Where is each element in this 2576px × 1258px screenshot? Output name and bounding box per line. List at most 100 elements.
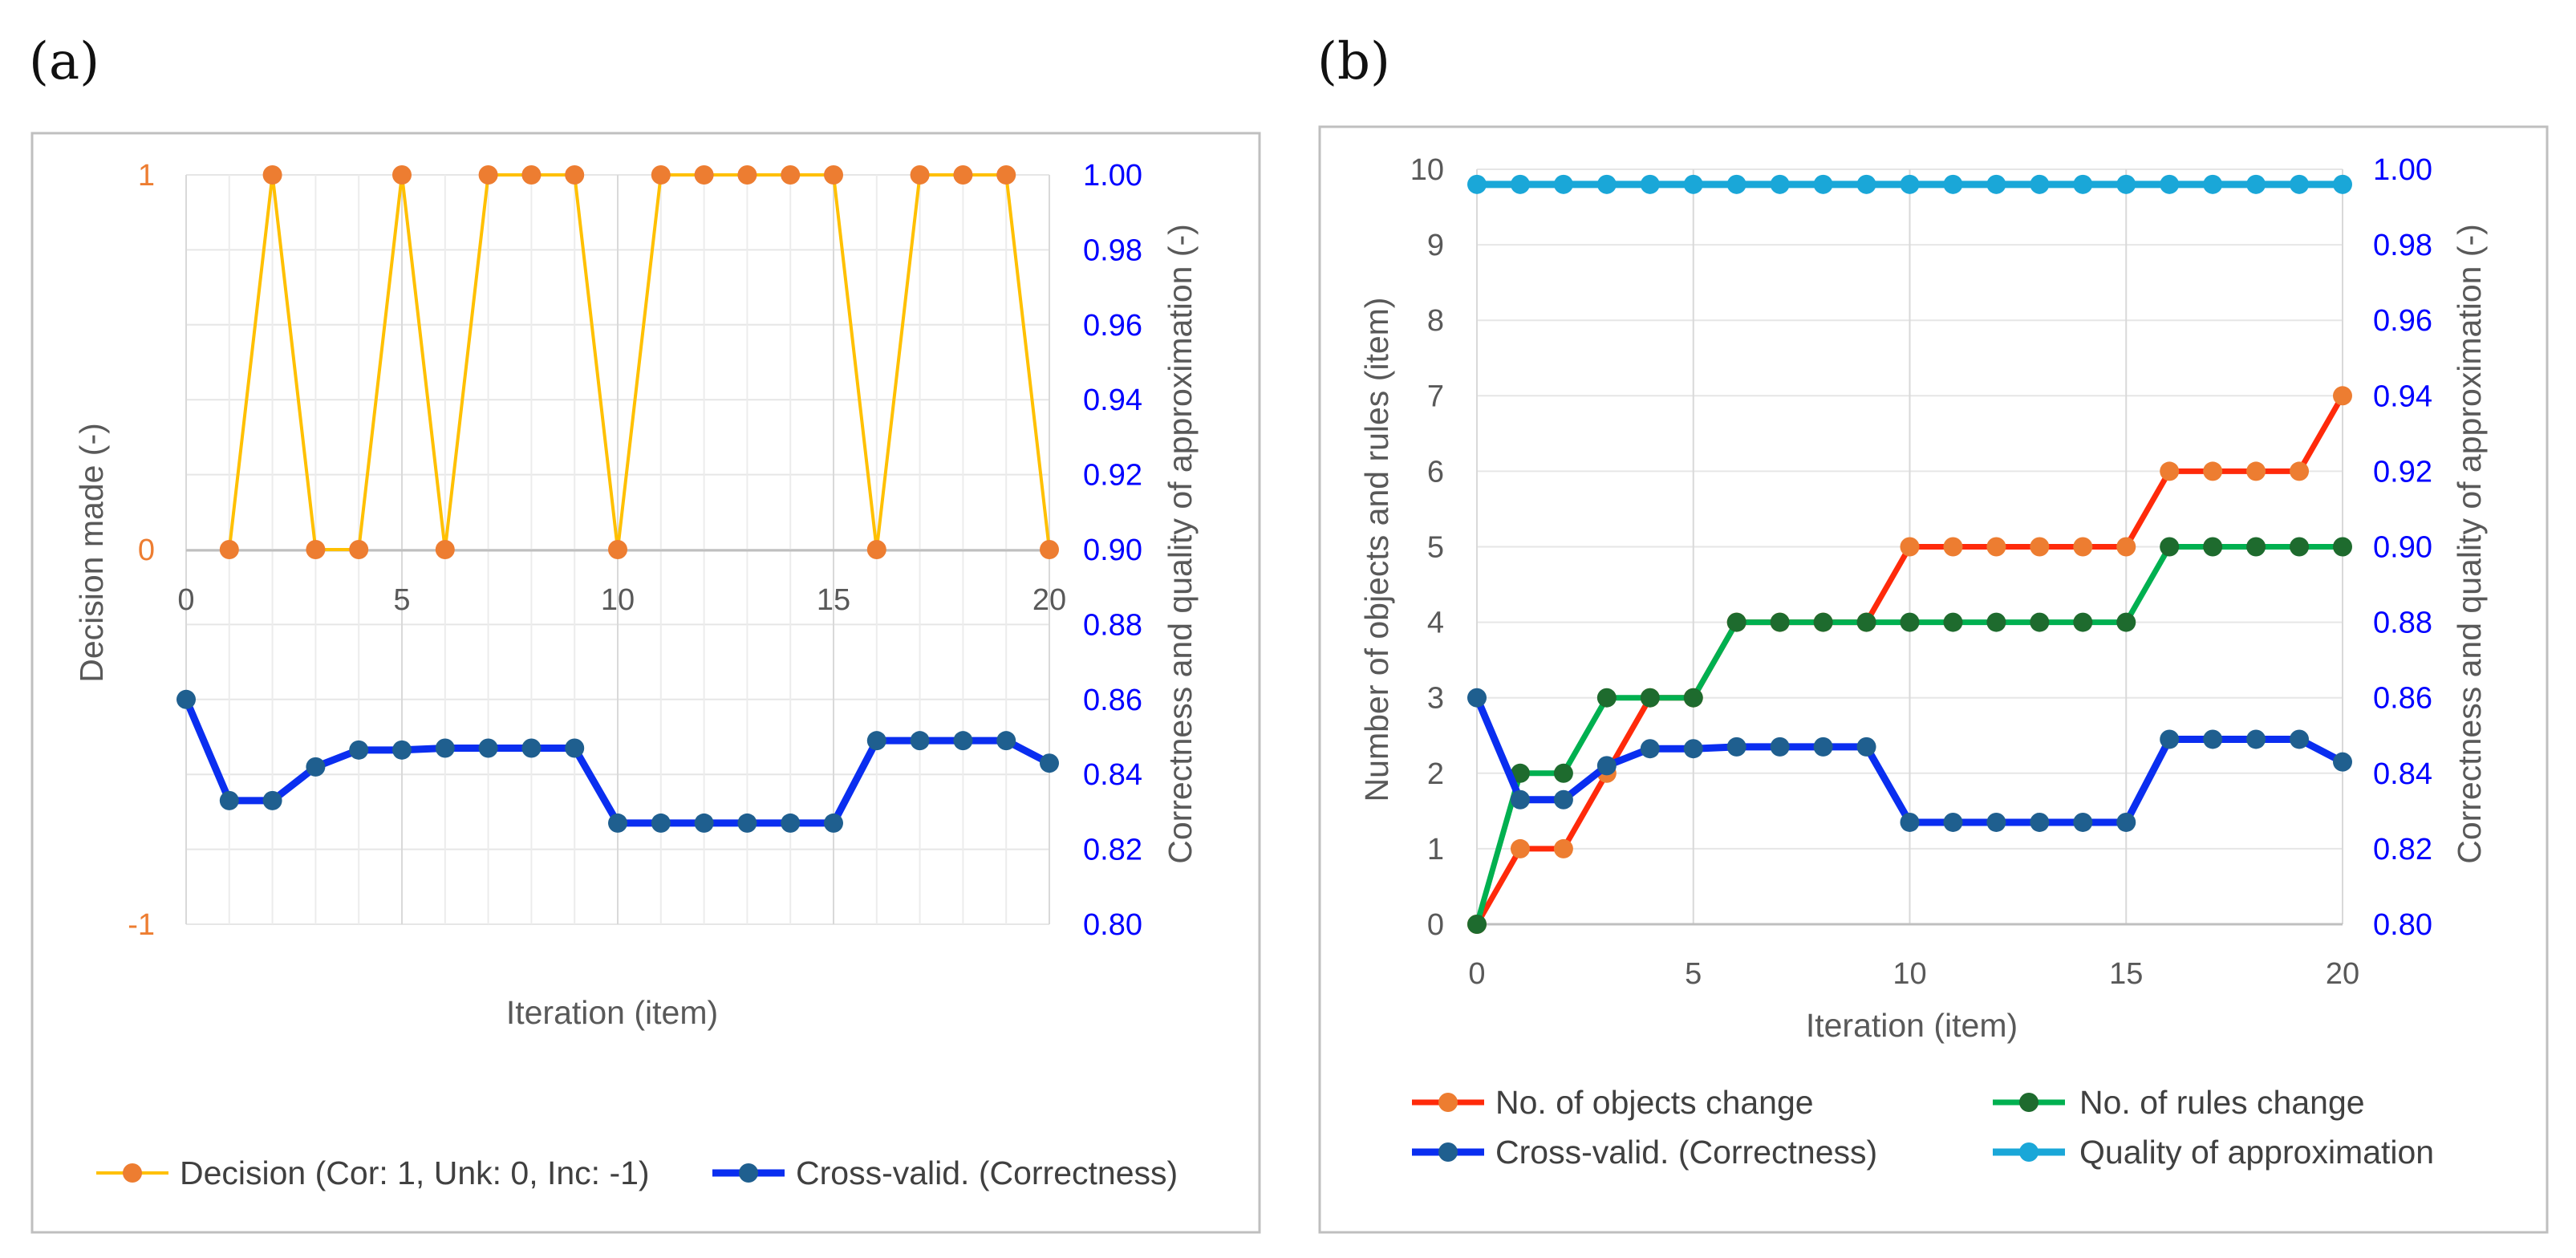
chart-b-xlabel: Iteration (item) [1806, 1007, 2018, 1044]
chart-a-data-point [694, 165, 714, 185]
chart-b-xtick-label: 5 [1685, 957, 1702, 991]
chart-b-data-point [1510, 789, 1530, 810]
legend-quality-label: Quality of approximation [2079, 1134, 2434, 1171]
chart-b-data-point [1856, 612, 1876, 632]
legend-objects-marker [1438, 1093, 1458, 1112]
chart-b-y2tick-label: 0.84 [2373, 757, 2432, 791]
chart-b-data-point [2073, 174, 2093, 194]
chart-b-data-point [1553, 174, 1573, 194]
chart-b-series-1 [1467, 537, 2352, 934]
chart-b-xtick-label: 15 [2109, 957, 2143, 991]
chart-a-data-point [651, 165, 671, 185]
chart-a-data-point [1040, 753, 1059, 773]
chart-b-data-point [2073, 612, 2093, 632]
chart-b-data-point [2246, 174, 2266, 194]
chart-b-data-point [2246, 537, 2266, 557]
chart-b-ytick-label: 0 [1427, 908, 1444, 942]
chart-a-y2tick-label: 0.90 [1083, 534, 1142, 567]
chart-a-xlabel: Iteration (item) [506, 994, 718, 1031]
chart-a-data-point [349, 740, 369, 760]
chart-a-xtick-label: 15 [817, 583, 850, 617]
chart-a-y2tick-label: 0.88 [1083, 608, 1142, 642]
chart-a-data-point [435, 738, 455, 758]
chart-b-data-point [1900, 812, 1920, 832]
chart-a-data-point [565, 165, 585, 185]
legend-decision-marker [123, 1163, 142, 1183]
chart-b-ytick-label: 6 [1427, 455, 1444, 489]
chart-b-data-point [2290, 729, 2310, 749]
chart-b-data-point [1596, 756, 1617, 776]
chart-b-y2tick-label: 0.80 [2373, 908, 2432, 942]
chart-a-xtick-label: 20 [1032, 583, 1066, 617]
chart-b-ytick-label: 2 [1427, 757, 1444, 791]
chart-b-ytick-label: 10 [1410, 153, 1444, 187]
chart-b-data-point [1856, 737, 1876, 757]
chart-b-data-point [1683, 688, 1703, 708]
chart-b-y2label: Correctness and quality of approximation… [2451, 224, 2488, 864]
chart-a-data-point [953, 731, 973, 751]
chart-a-ylabel: Decision made (-) [73, 423, 110, 683]
chart-a-ytick-label: 1 [138, 159, 155, 193]
chart-b-data-point [2116, 174, 2136, 194]
chart-b-data-point [1943, 612, 1963, 632]
chart-b-data-point [2160, 174, 2180, 194]
chart-b-series-2 [1467, 688, 2352, 832]
chart-b-data-point [1640, 688, 1660, 708]
chart-b-y2tick-label: 0.92 [2373, 455, 2432, 489]
chart-a-data-point [219, 540, 239, 559]
chart-a-data-point [392, 165, 412, 185]
chart-a-data-point [737, 165, 757, 185]
chart-a-data-point [306, 757, 326, 777]
chart-b-ytick-label: 1 [1427, 833, 1444, 866]
chart-a-data-point [1040, 540, 1059, 559]
chart-a-data-point [953, 165, 973, 185]
chart-b-y2tick-label: 0.94 [2373, 379, 2432, 413]
chart-b-y2tick-label: 0.98 [2373, 229, 2432, 262]
chart-b-data-point [1510, 763, 1530, 783]
chart-a: 0 5 10 15 20 -1 0 1 0.80 0.82 0.84 0.86 0.88 0.90 0.92… [128, 159, 1142, 942]
chart-a-xtick-label: 0 [177, 583, 194, 617]
chart-a-y2tick-label: 0.86 [1083, 684, 1142, 717]
chart-a-data-point [824, 813, 843, 833]
chart-b-data-point [1986, 537, 2006, 557]
chart-b-data-point [2116, 812, 2136, 832]
chart-b-data-point [1467, 915, 1487, 934]
chart-b-data-point [1467, 174, 1487, 194]
chart-a-y2tick-label: 0.94 [1083, 383, 1142, 417]
chart-b-data-point [1856, 174, 1876, 194]
chart-b-data-point [1943, 174, 1963, 194]
chart-b-data-point [1596, 688, 1617, 708]
chart-b-data-point [2116, 612, 2136, 632]
chart-b-data-point [2333, 752, 2352, 772]
chart-a-data-point [608, 813, 627, 833]
chart-b-data-point [1553, 789, 1573, 810]
chart-a-ytick-label: 0 [138, 534, 155, 567]
chart-a-data-point [565, 738, 585, 758]
chart-b-data-point [1986, 174, 2006, 194]
chart-a-data-point [262, 165, 282, 185]
legend-rules-label: No. of rules change [2079, 1084, 2365, 1121]
chart-a-y2tick-label: 0.84 [1083, 758, 1142, 792]
chart-b-data-point [1726, 174, 1746, 194]
chart-b-ytick-label: 7 [1427, 379, 1444, 413]
chart-b-data-point [2160, 729, 2180, 749]
chart-a-ytick-label: -1 [128, 908, 155, 942]
chart-b-data-point [2333, 174, 2352, 194]
chart-a-data-point [996, 731, 1016, 751]
chart-b-xtick-label: 0 [1468, 957, 1485, 991]
chart-b-ytick-label: 8 [1427, 304, 1444, 338]
chart-b-data-point [2290, 174, 2310, 194]
chart-a-data-point [262, 790, 282, 810]
chart-b-ylabel: Number of objects and rules (item) [1358, 298, 1395, 802]
chart-b-y2tick-label: 0.88 [2373, 607, 2432, 640]
chart-b-ytick-label: 9 [1427, 229, 1444, 262]
chart-a-data-point [910, 731, 930, 751]
chart-a-series-1 [176, 689, 1059, 833]
chart-b-data-point [2333, 537, 2352, 557]
chart-a-data-point [866, 731, 886, 751]
chart-b-series-3 [1467, 174, 2352, 194]
chart-b-data-point [2333, 386, 2352, 406]
chart-b-data-point [1986, 812, 2006, 832]
chart-b-data-point [1900, 537, 1920, 557]
